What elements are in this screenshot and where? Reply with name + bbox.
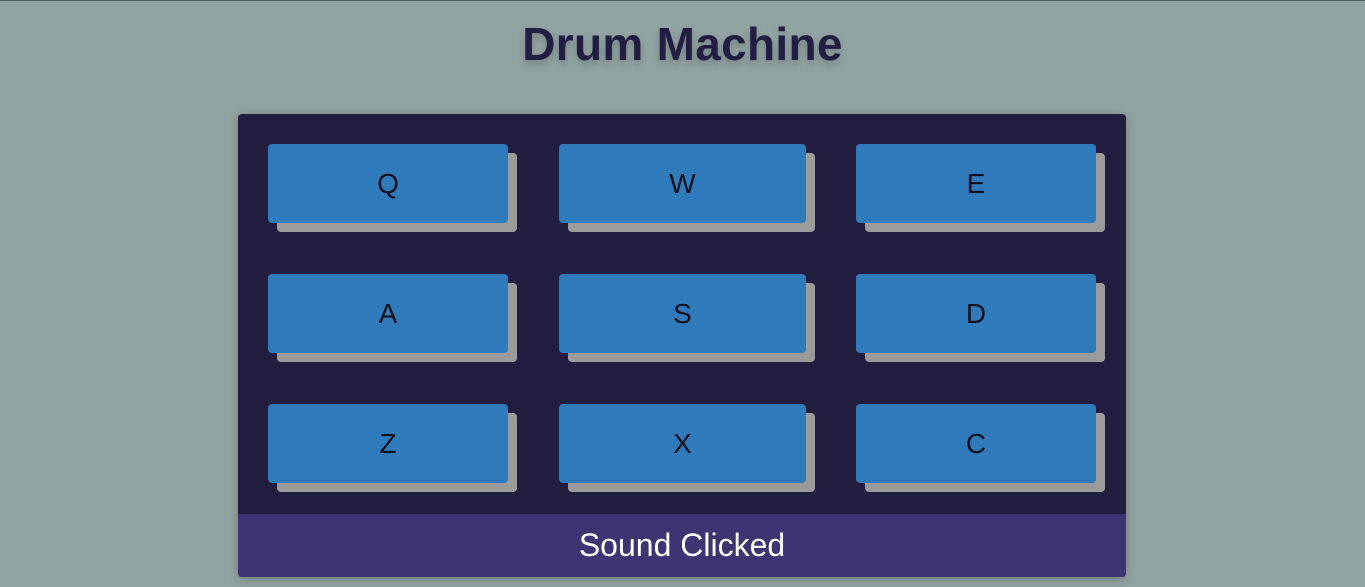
drum-pad-q[interactable]: Q xyxy=(268,144,508,223)
page-title: Drum Machine xyxy=(522,18,843,70)
drum-pad-z[interactable]: Z xyxy=(268,404,508,483)
drum-pad-s[interactable]: S xyxy=(559,274,806,353)
drum-machine: Q W E A S D Z X C Sound Clicked xyxy=(238,114,1126,577)
pad-grid: Q W E A S D Z X C xyxy=(238,114,1126,514)
drum-pad-x[interactable]: X xyxy=(559,404,806,483)
drum-pad-c[interactable]: C xyxy=(856,404,1096,483)
drum-pad-w[interactable]: W xyxy=(559,144,806,223)
sound-display: Sound Clicked xyxy=(238,514,1126,577)
drum-pad-d[interactable]: D xyxy=(856,274,1096,353)
drum-pad-a[interactable]: A xyxy=(268,274,508,353)
drum-pad-e[interactable]: E xyxy=(856,144,1096,223)
